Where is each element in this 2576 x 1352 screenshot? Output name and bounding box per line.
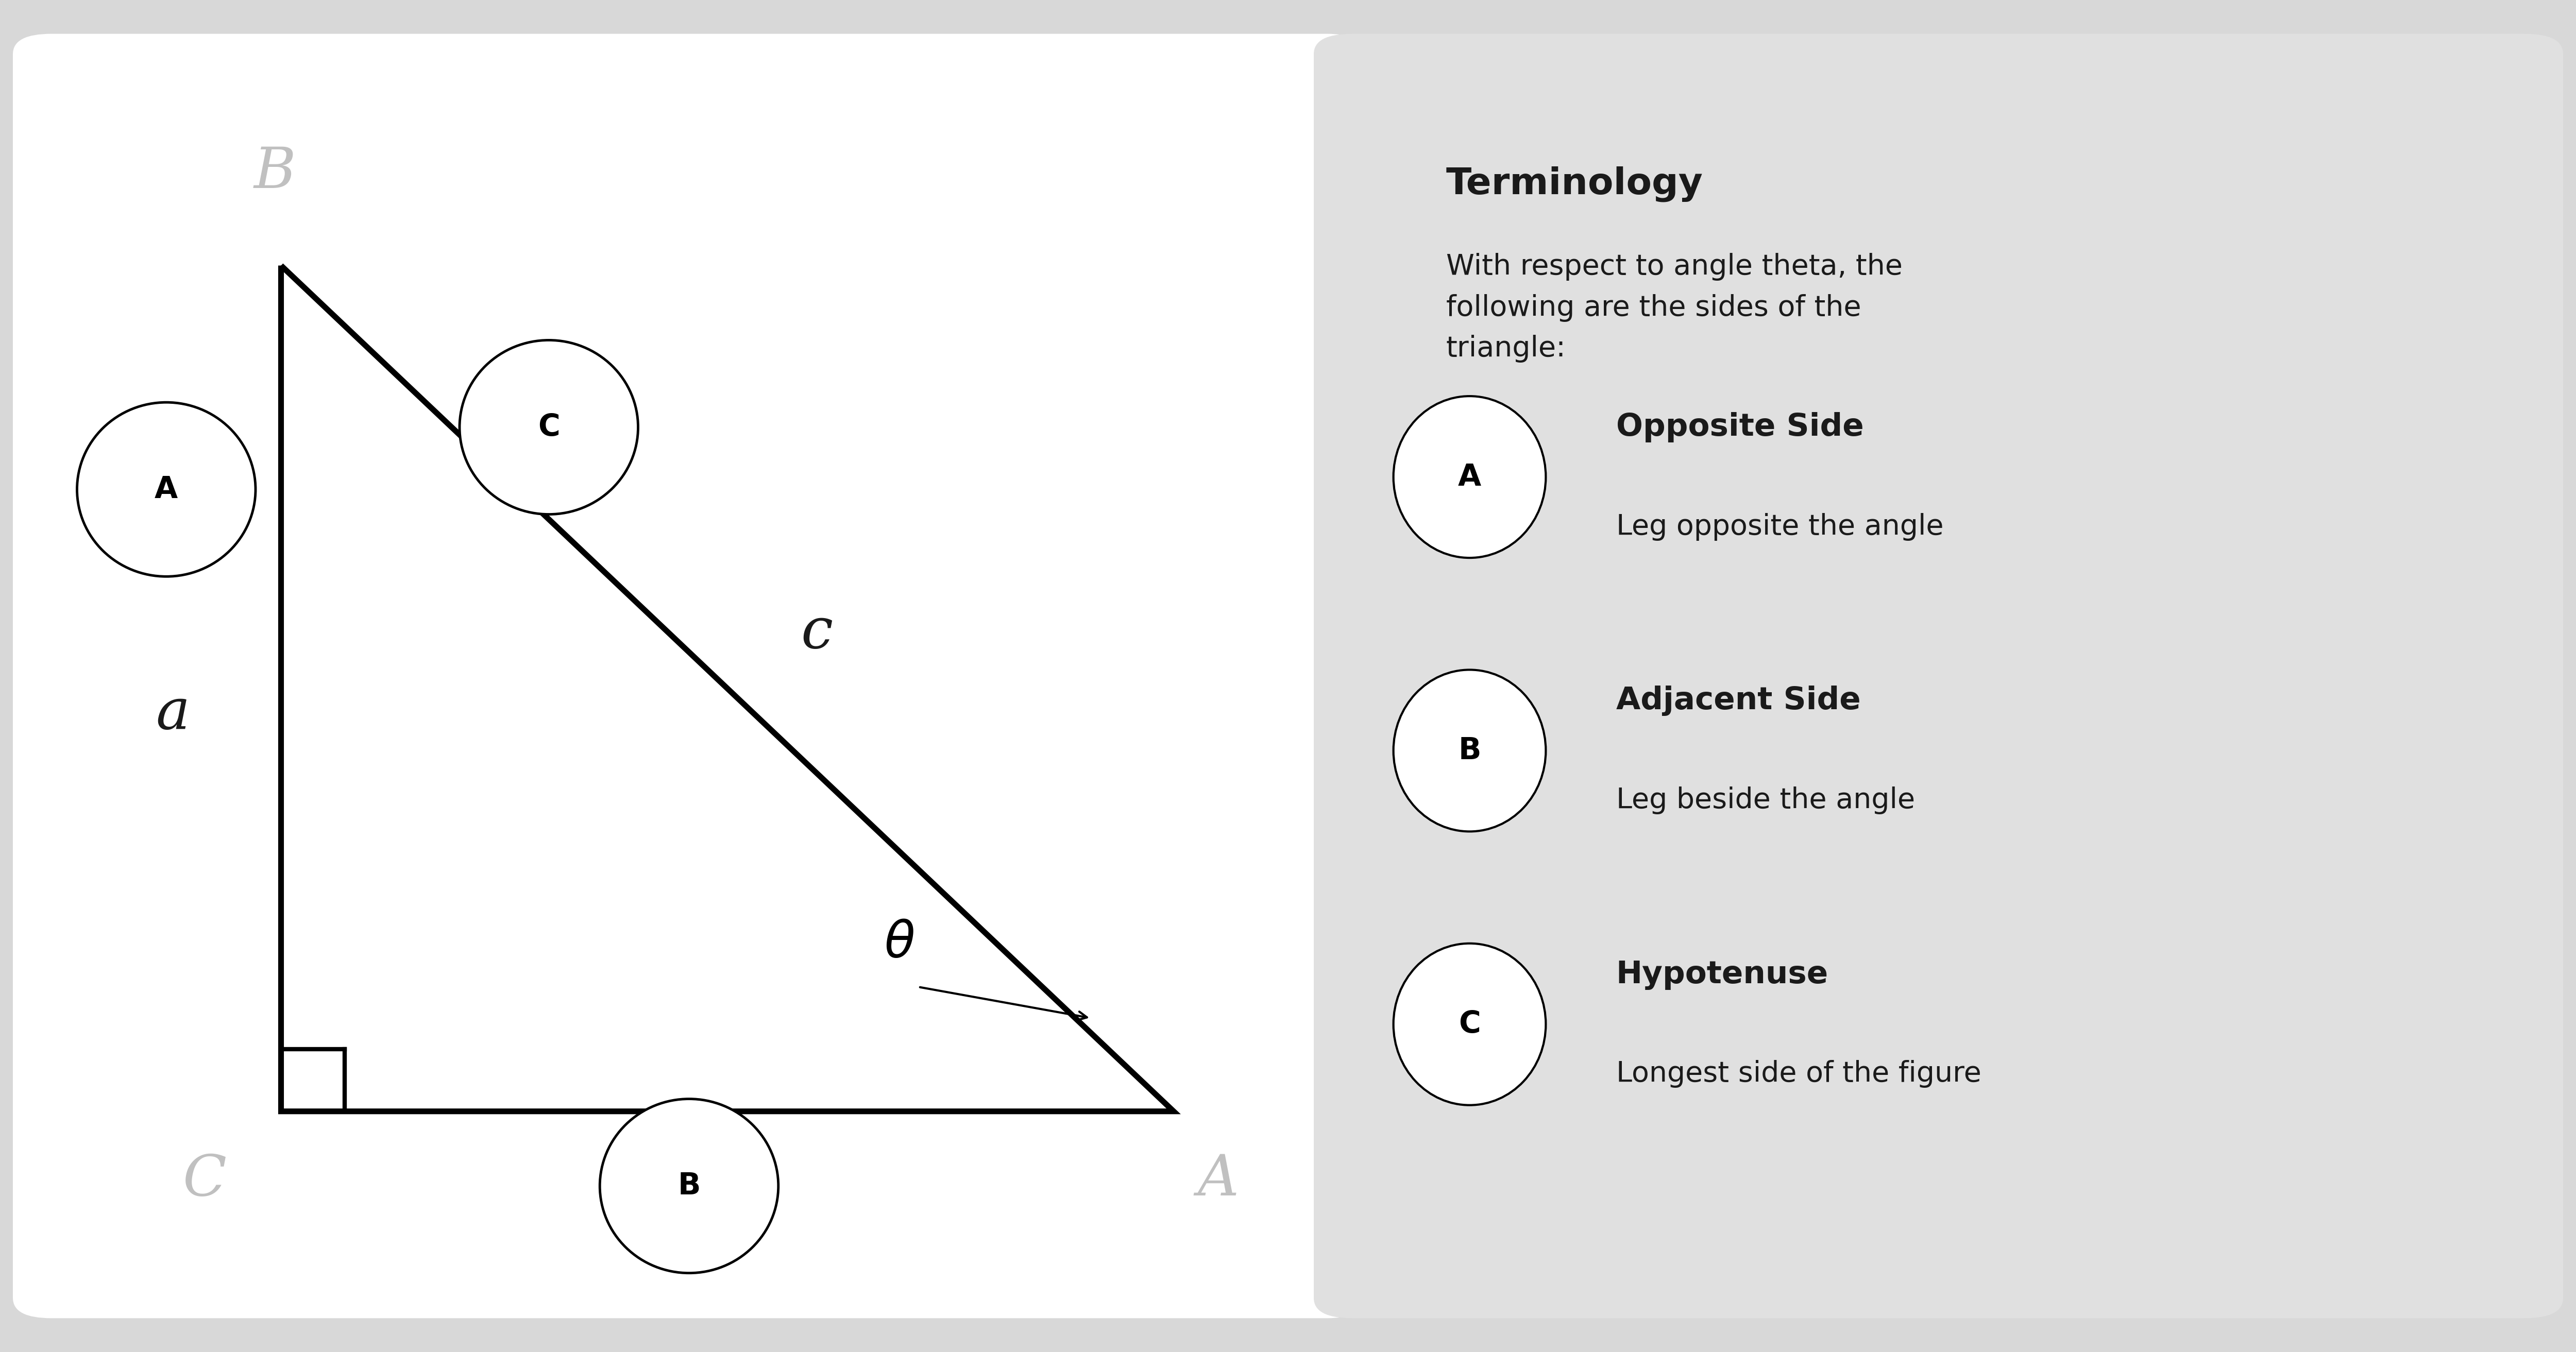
Text: A: A: [1458, 462, 1481, 492]
Text: B: B: [1458, 735, 1481, 765]
Circle shape: [600, 1099, 778, 1274]
Text: A: A: [1198, 1152, 1239, 1207]
Text: b: b: [670, 1164, 708, 1220]
Text: $\theta$: $\theta$: [884, 919, 914, 968]
Circle shape: [1394, 669, 1546, 831]
Text: Longest side of the figure: Longest side of the figure: [1615, 1060, 1981, 1088]
Text: B: B: [252, 145, 296, 200]
Circle shape: [1394, 944, 1546, 1105]
Text: C: C: [538, 412, 559, 442]
Text: a: a: [155, 685, 191, 741]
Text: With respect to angle theta, the
following are the sides of the
triangle:: With respect to angle theta, the followi…: [1445, 253, 1904, 362]
Text: Leg beside the angle: Leg beside the angle: [1615, 787, 1914, 814]
Text: Opposite Side: Opposite Side: [1615, 412, 1865, 442]
Text: Terminology: Terminology: [1445, 166, 1703, 201]
Text: c: c: [801, 604, 832, 660]
Text: C: C: [1458, 1010, 1481, 1038]
Text: Leg opposite the angle: Leg opposite the angle: [1615, 512, 1945, 541]
Text: Hypotenuse: Hypotenuse: [1615, 960, 1829, 990]
Text: C: C: [183, 1152, 227, 1207]
Text: A: A: [155, 475, 178, 504]
Circle shape: [1394, 396, 1546, 558]
Text: B: B: [677, 1171, 701, 1201]
Circle shape: [77, 403, 255, 576]
Circle shape: [459, 341, 639, 514]
Text: Adjacent Side: Adjacent Side: [1615, 685, 1860, 717]
